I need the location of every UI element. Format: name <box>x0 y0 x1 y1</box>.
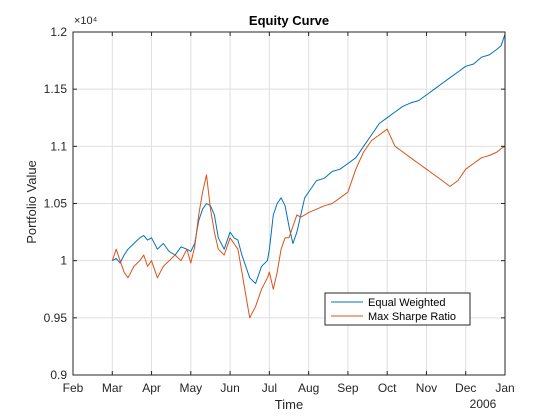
x-tick-label: Aug <box>298 381 319 395</box>
series-line-equal-weighted <box>112 34 506 284</box>
x-tick-label: Mar <box>102 381 123 395</box>
legend-box <box>324 292 471 326</box>
x-secondary-label: 2006 <box>470 397 497 411</box>
y-tick-label: 1 <box>60 254 67 268</box>
series-layer <box>111 34 506 319</box>
x-tick-label: Jun <box>220 381 239 395</box>
y-axis-label: Portfolio Value <box>24 160 39 244</box>
x-axis-ticks: Feb Mar Apr May Jun Jul Aug Sep Oct Nov Dec Jan <box>63 32 515 395</box>
legend: Equal Weighted Max Sharpe Ratio <box>324 292 471 326</box>
x-tick-label: Oct <box>378 381 397 395</box>
y-tick-label: 1.05 <box>44 197 68 211</box>
y-axis-ticks: 0.9 0.95 1 1.05 1.1 1.15 1.2 <box>44 25 505 382</box>
x-axis-label: Time <box>275 397 303 412</box>
y-tick-label: 1.15 <box>44 82 68 96</box>
y-tick-label: 1.1 <box>50 139 67 153</box>
y-tick-label: 0.95 <box>44 311 68 325</box>
x-tick-label: Nov <box>416 381 437 395</box>
series-line-max-sharpe-ratio <box>111 128 506 319</box>
x-tick-label: Feb <box>63 381 84 395</box>
legend-label: Max Sharpe Ratio <box>368 311 456 323</box>
x-tick-label: Dec <box>455 381 476 395</box>
chart-title: Equity Curve <box>249 13 329 28</box>
x-tick-label: Jul <box>262 381 277 395</box>
legend-label: Equal Weighted <box>368 297 445 309</box>
x-tick-label: Sep <box>337 381 359 395</box>
x-tick-label: Apr <box>142 381 161 395</box>
y-tick-label: 1.2 <box>50 25 67 39</box>
x-tick-label: May <box>179 381 202 395</box>
x-tick-label: Jan <box>495 381 514 395</box>
y-tick-label: 0.9 <box>50 368 67 382</box>
y-exponent-label: ×10⁴ <box>74 15 98 27</box>
